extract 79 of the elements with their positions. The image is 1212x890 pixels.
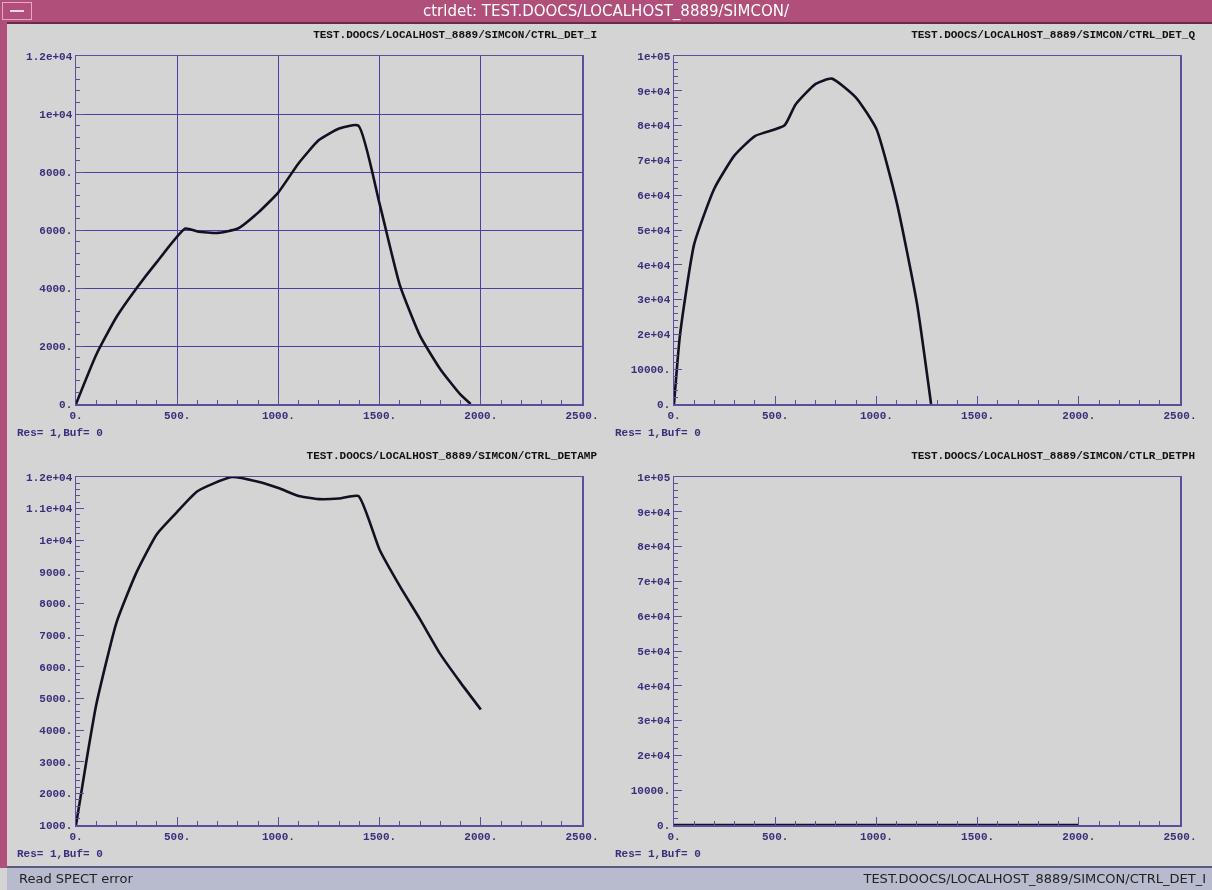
y-tick-label: 3e+04 xyxy=(637,715,671,728)
y-tick-label: 5e+04 xyxy=(637,224,671,237)
y-tick-label: 2e+04 xyxy=(637,329,671,342)
y-tick-label: 3000. xyxy=(39,756,73,769)
y-tick-label: 8e+04 xyxy=(637,120,671,133)
line-series xyxy=(674,77,933,404)
y-tick-label: 6e+04 xyxy=(637,611,671,624)
x-tick-label: 0. xyxy=(69,409,83,422)
x-tick-label: 1000. xyxy=(859,409,893,422)
y-tick-label: 2000. xyxy=(39,788,73,801)
y-tick-label: 4e+04 xyxy=(637,259,671,272)
text: Res= 1,Buf= 0 xyxy=(17,427,103,439)
x-tick-label: 1500. xyxy=(363,409,397,422)
text: Res= 1,Buf= 0 xyxy=(615,848,701,860)
x-tick-label: 2000. xyxy=(464,830,498,843)
x-tick-label: 2500. xyxy=(1163,830,1197,843)
x-tick-label: 1000. xyxy=(261,830,295,843)
x-tick-label: 0. xyxy=(69,830,83,843)
y-tick-label: 1e+05 xyxy=(637,471,671,484)
x-tick-label: 0. xyxy=(667,409,681,422)
x-tick-label: 2000. xyxy=(464,409,498,422)
y-tick-label: 1e+04 xyxy=(39,108,73,121)
y-tick-label: 8000. xyxy=(39,598,73,611)
x-tick-label: 2000. xyxy=(1062,409,1096,422)
x-tick-label: 1500. xyxy=(961,830,995,843)
chart-title: TEST.DOOCS/LOCALHOST_8889/SIMCON/CTRL_DET_I xyxy=(313,29,598,42)
text: Res= 1,Buf= 0 xyxy=(615,427,701,439)
y-tick-label: 6000. xyxy=(39,661,73,674)
y-tick-label: 1.1e+04 xyxy=(26,503,73,516)
x-tick-label: 1000. xyxy=(859,830,893,843)
y-tick-label: 7e+04 xyxy=(637,155,671,168)
y-tick-label: 10000. xyxy=(630,785,671,798)
y-tick-label: 1000. xyxy=(39,819,73,832)
y-tick-label: 4000. xyxy=(39,282,73,295)
y-tick-label: 9e+04 xyxy=(637,85,671,98)
x-tick-label: 1500. xyxy=(961,409,995,422)
y-tick-label: 0. xyxy=(657,819,671,832)
y-tick-label: 1e+05 xyxy=(637,50,671,63)
y-tick-label: 1.2e+04 xyxy=(26,471,73,484)
text: Res= 1,Buf= 0 xyxy=(17,848,103,860)
x-tick-label: 2500. xyxy=(1163,409,1197,422)
y-tick-label: 2000. xyxy=(39,340,73,353)
x-tick-label: 500. xyxy=(164,830,191,843)
y-tick-label: 2e+04 xyxy=(637,750,671,763)
y-tick-label: 5e+04 xyxy=(637,645,671,658)
text: Read SPECT error xyxy=(19,870,133,888)
y-tick-label: 8e+04 xyxy=(637,541,671,554)
y-tick-label: 5000. xyxy=(39,693,73,706)
x-tick-label: 2500. xyxy=(565,409,599,422)
y-tick-label: 6e+04 xyxy=(637,190,671,203)
x-tick-label: 500. xyxy=(164,409,191,422)
y-tick-label: 7e+04 xyxy=(637,576,671,589)
x-tick-label: 1000. xyxy=(261,409,295,422)
x-tick-label: 0. xyxy=(667,830,681,843)
y-tick-label: 7000. xyxy=(39,630,73,643)
text: ctrldet: TEST.DOOCS/LOCALHOST_8889/SIMCON/ xyxy=(422,2,790,20)
y-tick-label: 1.2e+04 xyxy=(26,50,73,63)
line-series xyxy=(76,477,483,825)
x-tick-label: 500. xyxy=(762,409,789,422)
x-tick-label: 2500. xyxy=(565,830,599,843)
y-tick-label: 4e+04 xyxy=(637,680,671,693)
y-tick-label: 1e+04 xyxy=(39,535,73,548)
y-tick-label: 6000. xyxy=(39,224,73,237)
y-tick-label: 0. xyxy=(657,398,671,411)
chart-title: TEST.DOOCS/LOCALHOST_8889/SIMCON/CTRL_DETAMP xyxy=(306,450,598,463)
text: TEST.DOOCS/LOCALHOST_8889/SIMCON/CTRL_DET_I xyxy=(863,870,1206,888)
y-tick-label: 10000. xyxy=(630,364,671,377)
y-tick-label: 4000. xyxy=(39,724,73,737)
x-tick-label: 1500. xyxy=(363,830,397,843)
x-tick-label: 2000. xyxy=(1062,830,1096,843)
x-tick-label: 500. xyxy=(762,830,789,843)
y-tick-label: 0. xyxy=(59,398,73,411)
line-series xyxy=(76,123,472,404)
y-tick-label: 9000. xyxy=(39,566,73,579)
y-tick-label: 3e+04 xyxy=(637,294,671,307)
chart-title: TEST.DOOCS/LOCALHOST_8889/SIMCON/CTLR_DETPH xyxy=(911,450,1196,463)
y-tick-label: 9e+04 xyxy=(637,506,671,519)
chart-title: TEST.DOOCS/LOCALHOST_8889/SIMCON/CTRL_DET_Q xyxy=(911,29,1196,42)
y-tick-label: 8000. xyxy=(39,166,73,179)
